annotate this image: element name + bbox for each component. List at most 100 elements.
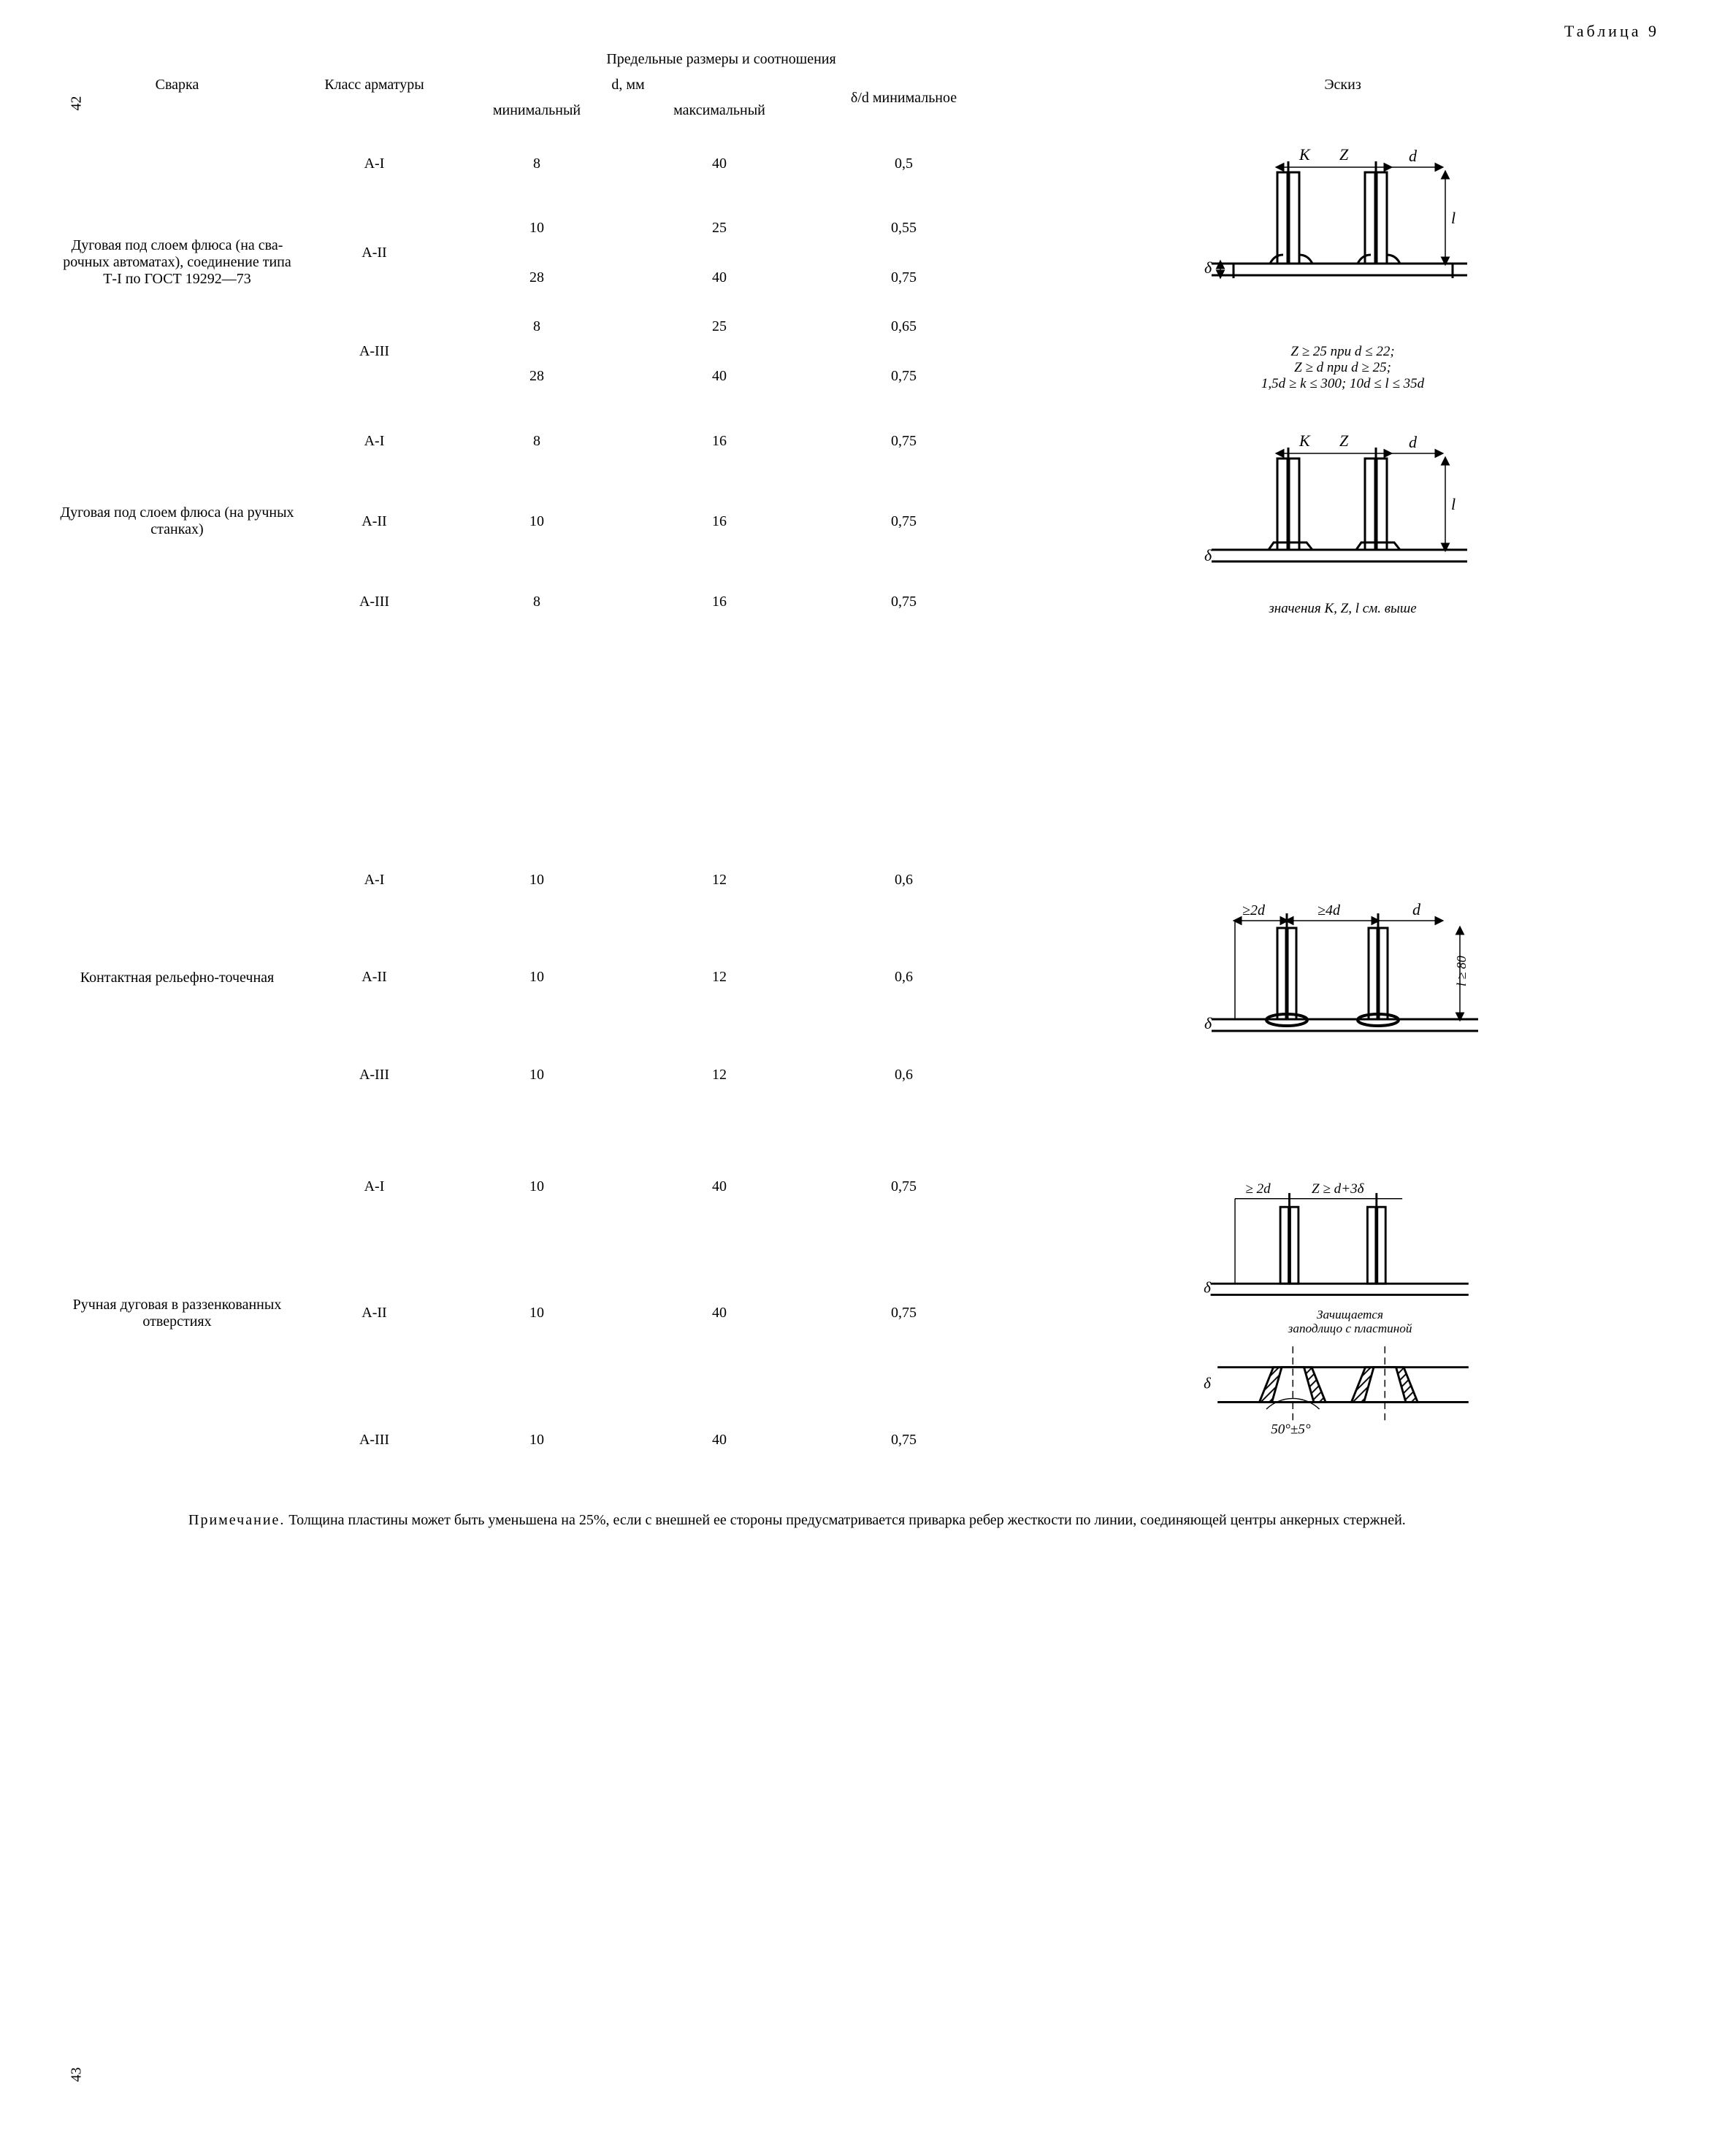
cell-ratio: 0,75 [811,352,997,402]
cell-ratio: 0,75 [811,253,997,303]
sketch-svg-2: K Z d l δ [1190,426,1496,594]
cell-ratio: 0,75 [811,1250,997,1376]
cell-class: A-II [303,1250,445,1376]
cell-dmax: 40 [628,1377,811,1503]
cell-dmax: 12 [628,929,811,1026]
sketch-4: ≥ 2d Z ≥ d+3δ δ Зачищается заподлицо с п… [997,1124,1688,1503]
cell-dmin: 10 [445,1124,628,1250]
svg-text:δ: δ [1204,1374,1212,1392]
cell-ratio: 0,75 [811,1124,997,1250]
cell-dmax: 40 [628,123,811,204]
cell-dmax: 16 [628,481,811,561]
cell-ratio: 0,6 [811,1027,997,1124]
sketch-1: K Z d l δ Z ≥ 25 при d ≤ 22; Z ≥ d при d… [997,123,1688,401]
header-welding: Сварка [51,47,303,123]
svg-text:δ: δ [1204,258,1212,277]
header-limits: Предельные размеры и соотношения [445,47,997,72]
cell-dmin: 10 [445,481,628,561]
cell-dmax: 12 [628,832,811,929]
svg-text:K: K [1298,431,1311,450]
cell-class: A-I [303,832,445,929]
svg-text:δ: δ [1204,546,1212,564]
svg-text:l: l [1451,209,1456,227]
cell-dmax: 25 [628,302,811,352]
cell-dmax: 25 [628,204,811,253]
header-d: d, мм [445,72,811,98]
header-ratio: δ/d минималь­ное [811,72,997,123]
cell-dmin: 10 [445,204,628,253]
cell-class: A-III [303,1377,445,1503]
header-class: Класс арматуры [303,47,445,123]
cell-dmax: 16 [628,561,811,642]
welding-desc-2: Дуговая под сло­ем флюса (на ручных стан… [51,401,303,642]
cell-dmin: 28 [445,352,628,402]
cell-ratio: 0,6 [811,929,997,1026]
cell-dmax: 40 [628,352,811,402]
cell-class: A-I [303,123,445,204]
note-text: Толщина пластины может быть уменьшена на… [288,1512,1405,1528]
svg-text:d: d [1409,433,1418,451]
svg-text:заподлицо с пластиной: заподлицо с пластиной [1287,1321,1412,1335]
cell-class: A-III [303,1027,445,1124]
page-number-top: 42 [69,96,85,111]
sketch-caption-2: значения K, Z, l см. выше [1004,601,1681,617]
cell-dmax: 16 [628,401,811,481]
header-dmin: минимальный [445,98,628,123]
cell-dmin: 8 [445,401,628,481]
sketch-caption-1: Z ≥ 25 при d ≤ 22; Z ≥ d при d ≥ 25; 1,5… [1004,344,1681,392]
cell-dmin: 10 [445,1027,628,1124]
svg-text:Зачищается: Зачищается [1317,1308,1383,1321]
svg-text:Z: Z [1339,145,1349,164]
footnote: Примечание. Толщина пластины может быть … [51,1503,1688,1538]
cell-ratio: 0,75 [811,1377,997,1503]
cell-dmin: 10 [445,832,628,929]
cell-dmax: 12 [628,1027,811,1124]
cell-dmin: 8 [445,123,628,204]
cell-ratio: 0,5 [811,123,997,204]
svg-text:d: d [1412,900,1421,918]
welding-desc-4: Ручная дуговая в раззенкованных отверсти… [51,1124,303,1503]
sketch-2: K Z d l δ значения K, Z, l см. выше [997,401,1688,642]
svg-text:K: K [1298,145,1311,164]
sketch-3: ≥2d ≥4d d l ≥ 80 δ [997,832,1688,1124]
welding-desc-3: Контактная рель­ефно-точечная [51,832,303,1124]
cell-ratio: 0,6 [811,832,997,929]
cell-class: A-II [303,929,445,1026]
note-label: Примечание. [188,1512,285,1528]
svg-text:Z ≥ d+3δ: Z ≥ d+3δ [1312,1181,1365,1197]
svg-text:l ≥ 80: l ≥ 80 [1454,956,1469,986]
sketch-svg-4: ≥ 2d Z ≥ d+3δ δ Зачищается заподлицо с п… [1190,1179,1496,1444]
sketch-svg-3: ≥2d ≥4d d l ≥ 80 δ [1190,891,1496,1059]
svg-text:δ: δ [1204,1278,1212,1296]
svg-text:Z: Z [1339,431,1349,450]
cell-class: A-II [303,481,445,561]
cell-dmin: 8 [445,561,628,642]
cell-dmax: 40 [628,1250,811,1376]
svg-text:l: l [1451,495,1456,513]
svg-text:≥ 2d: ≥ 2d [1245,1181,1271,1197]
cell-class: A-II [303,204,445,302]
header-dmax: максимальный [628,98,811,123]
sketch-svg-1: K Z d l δ [1190,132,1496,337]
cell-dmin: 8 [445,302,628,352]
cell-dmin: 10 [445,1377,628,1503]
cell-ratio: 0,75 [811,481,997,561]
welding-parameters-table: Сварка Класс арматуры Предельные размеры… [51,47,1688,1503]
svg-text:δ: δ [1204,1014,1212,1032]
header-sketch: Эскиз [997,47,1688,123]
table-caption: Таблица 9 [51,22,1688,41]
cell-ratio: 0,55 [811,204,997,253]
cell-dmin: 10 [445,929,628,1026]
cell-dmax: 40 [628,253,811,303]
cell-ratio: 0,75 [811,401,997,481]
page-number-bottom: 43 [69,2068,85,2082]
cell-ratio: 0,75 [811,561,997,642]
svg-text:≥2d: ≥2d [1242,902,1266,918]
cell-class: A-I [303,401,445,481]
svg-text:≥4d: ≥4d [1317,902,1341,918]
welding-desc-1: Дуговая под сло­ем флюса (на сва­рочных … [51,123,303,401]
cell-class: A-I [303,1124,445,1250]
cell-class: A-III [303,561,445,642]
cell-dmin: 28 [445,253,628,303]
svg-text:d: d [1409,147,1418,165]
